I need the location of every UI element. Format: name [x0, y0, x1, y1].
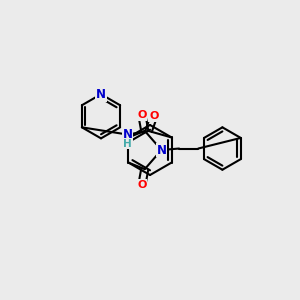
Text: O: O: [149, 111, 159, 121]
Text: O: O: [137, 180, 146, 190]
Text: N: N: [96, 88, 106, 101]
Text: N: N: [157, 143, 166, 157]
Text: O: O: [137, 110, 146, 120]
Text: H: H: [122, 139, 131, 149]
Text: N: N: [122, 128, 133, 141]
